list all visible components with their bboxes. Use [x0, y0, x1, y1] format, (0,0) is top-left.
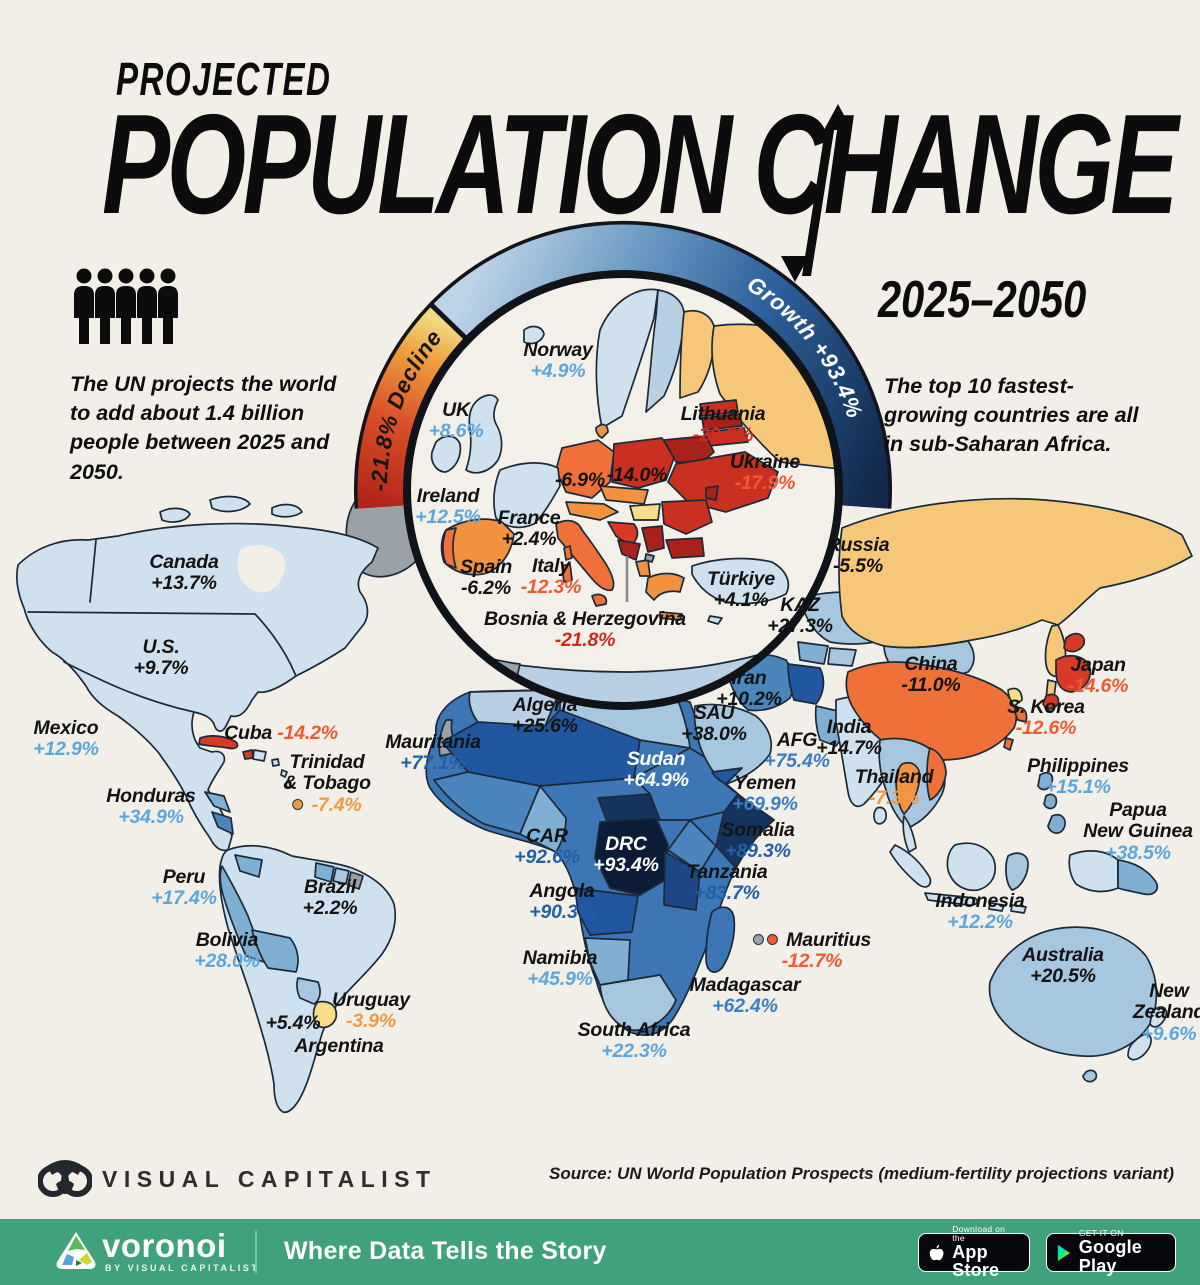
map-label: Bosnia & Herzegovina -21.8%: [484, 608, 686, 652]
magnifier-ring: [403, 270, 843, 710]
subtitle-years: 2025–2050: [878, 271, 1087, 329]
map-label: KAZ +27.3%: [767, 594, 833, 638]
map-label: -14.0%: [606, 464, 668, 486]
map-label: AFG +75.4%: [764, 729, 830, 773]
map-label: Russia -5.5%: [826, 534, 890, 578]
kicker: PROJECTED: [116, 53, 332, 105]
map-label: Australia +20.5%: [1022, 944, 1104, 988]
map-label: Lithuania -20.2%: [680, 403, 766, 447]
voronoi-logo-icon: [56, 1232, 96, 1269]
source-note: Source: UN World Population Prospects (m…: [549, 1164, 1174, 1183]
map-label: France +2.4%: [497, 507, 561, 551]
map-label: Uruguay -3.9%: [332, 989, 410, 1033]
gauge-ring: -21.8% Decline Growth +93.4%: [354, 220, 892, 509]
map-label: S. Korea -12.6%: [1007, 696, 1085, 740]
map-label: Peru +17.4%: [151, 866, 217, 910]
voronoi-subtitle: BY VISUAL CAPITALIST: [105, 1263, 260, 1273]
map-label: Sudan +64.9%: [623, 748, 689, 792]
map-label: Mexico +12.9%: [33, 717, 99, 761]
map-label: Iran +10.2%: [716, 667, 782, 711]
page-title: POPULATION CHANGE: [102, 85, 1179, 244]
map-label: DRC +93.4%: [593, 833, 659, 877]
map-label: China -11.0%: [901, 653, 961, 697]
map-label: Indonesia +12.2%: [935, 890, 1025, 934]
divider: [255, 1231, 257, 1273]
map-label: Honduras +34.9%: [106, 785, 196, 829]
map-label: Bolivia +28.0%: [194, 929, 260, 973]
note-right: The top 10 fastest-growing countries are…: [884, 374, 1139, 457]
continents: [15, 482, 1193, 1114]
up-down-arrow-icon: [781, 104, 852, 282]
map-label: SAU +38.0%: [681, 702, 747, 746]
google-play-badge-top: GET IT ON: [1078, 1228, 1124, 1239]
map-label: +5.4%: [265, 1012, 321, 1034]
map-label: Somalia +89.3%: [721, 819, 795, 863]
map-label: South Africa +22.3%: [577, 1019, 691, 1063]
map-label: Japan -14.6%: [1067, 654, 1129, 698]
map-label: Cuba -14.2%: [224, 722, 338, 744]
map-label: Papua New Guinea +38.5%: [1083, 799, 1193, 864]
visual-capitalist-logo-icon: [38, 1160, 92, 1197]
google-play-icon: [1057, 1244, 1070, 1261]
tagline: Where Data Tells the Story: [284, 1237, 607, 1265]
map-label: Spain -6.2%: [459, 556, 513, 600]
apple-icon: [929, 1244, 944, 1260]
map-label: U.S. +9.7%: [133, 636, 189, 680]
map-label: Brazil +2.2%: [302, 876, 358, 920]
app-store-badge-label: App Store: [952, 1241, 1000, 1281]
map-label: Argentina: [294, 1035, 384, 1057]
map-label: Tanzania +83.7%: [686, 861, 768, 905]
map-label: Norway +4.9%: [523, 339, 593, 383]
map-label: Angola +90.3%: [529, 880, 595, 924]
visual-capitalist-wordmark: VISUAL CAPITALIST: [102, 1166, 437, 1192]
map-label: Madagascar +62.4%: [689, 974, 801, 1018]
map-label: Mauritius -12.7%: [752, 929, 871, 973]
map-label: Ireland +12.5%: [415, 485, 481, 529]
map-label: Italy -12.3%: [520, 555, 582, 599]
map-label: CAR +92.6%: [514, 825, 580, 869]
map-label: Mauritania +77.1%: [385, 731, 481, 775]
google-play-badge-label: Google Play: [1078, 1237, 1142, 1276]
note-left: The UN projects the world to add about 1…: [70, 372, 337, 484]
map-label: Trinidad & Tobago -7.4%: [283, 751, 371, 816]
map-label: Thailand -7.3%: [854, 766, 934, 810]
map-label: Ukraine -17.9%: [729, 451, 801, 495]
people-icon: [74, 268, 178, 344]
map-label: Canada +13.7%: [149, 551, 219, 595]
map-label: Algeria +25.6%: [512, 694, 578, 738]
google-play-badge[interactable]: GET IT ON Google Play: [1046, 1229, 1176, 1275]
map-label: Philippines +15.1%: [1027, 755, 1129, 799]
map-label: India +14.7%: [816, 716, 882, 760]
map-label: New Zealand +9.6%: [1132, 980, 1200, 1045]
app-store-badge[interactable]: Download on the App Store: [918, 1224, 1030, 1280]
map-label: Türkiye +4.1%: [707, 568, 775, 612]
map-label: Namibia +45.9%: [522, 947, 598, 991]
voronoi-wordmark: voronoi: [102, 1227, 227, 1264]
map-label: -6.9%: [555, 469, 605, 491]
footer: VISUAL CAPITALIST Source: UN World Popul…: [0, 1146, 1200, 1219]
map-label: UK +8.6%: [428, 399, 484, 443]
map-label: Yemen +69.9%: [732, 772, 798, 816]
app-store-badge-top: Download on the: [952, 1223, 1006, 1243]
voronoi-bar: voronoi BY VISUAL CAPITALIST Where Data …: [0, 1219, 1200, 1285]
